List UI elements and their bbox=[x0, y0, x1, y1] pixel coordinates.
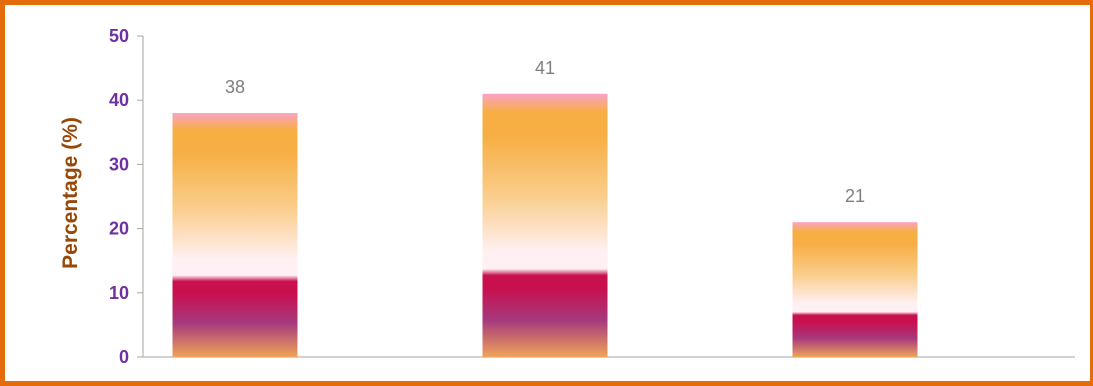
y-tick-label: 40 bbox=[109, 90, 129, 110]
bar bbox=[792, 222, 918, 357]
bar bbox=[482, 93, 608, 357]
data-label: 41 bbox=[535, 58, 555, 78]
y-tick-label: 10 bbox=[109, 283, 129, 303]
y-tick-label: 0 bbox=[119, 347, 129, 367]
bar bbox=[172, 113, 298, 357]
data-label: 38 bbox=[225, 77, 245, 97]
bar-chart: 0 10 20 30 40 50 38 41 21 Percentage (%) bbox=[59, 26, 1075, 367]
data-label: 21 bbox=[845, 186, 865, 206]
y-axis: 0 10 20 30 40 50 bbox=[109, 26, 1075, 367]
y-tick-label: 30 bbox=[109, 154, 129, 174]
y-tick-label: 20 bbox=[109, 219, 129, 239]
data-labels: 38 41 21 bbox=[225, 58, 865, 206]
y-axis-title: Percentage (%) bbox=[59, 117, 82, 269]
y-tick-label: 50 bbox=[109, 26, 129, 46]
bars bbox=[172, 93, 918, 357]
